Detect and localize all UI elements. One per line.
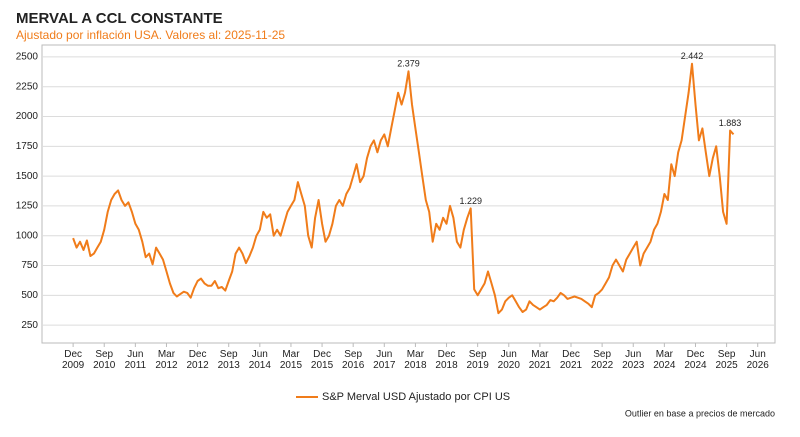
x-tick-label: Sep 2013 xyxy=(218,349,241,371)
x-tick-label: Mar 2015 xyxy=(280,349,303,371)
x-tick-label: Mar 2012 xyxy=(155,349,178,371)
x-tick-label: Sep 2019 xyxy=(467,349,490,371)
x-tick-label: Dec 2024 xyxy=(684,349,707,371)
y-tick-label: 1000 xyxy=(16,230,39,241)
x-tick-label: Sep 2016 xyxy=(342,349,365,371)
x-tick-label: Jun 2020 xyxy=(498,349,521,371)
annotation: 2.379 xyxy=(397,59,420,69)
plot-area xyxy=(41,44,776,344)
x-tick-label: Dec 2018 xyxy=(435,349,458,371)
chart-title: MERVAL A CCL CONSTANTE xyxy=(16,10,223,27)
x-tick-label: Dec 2012 xyxy=(186,349,209,371)
legend-label: S&P Merval USD Ajustado por CPI US xyxy=(322,391,510,403)
y-tick-label: 250 xyxy=(21,320,38,331)
x-tick-label: Mar 2024 xyxy=(653,349,676,371)
x-tick-label: Mar 2018 xyxy=(404,349,427,371)
x-tick-label: Sep 2022 xyxy=(591,349,614,371)
x-tick-label: Jun 2023 xyxy=(622,349,645,371)
x-tick-label: Jun 2011 xyxy=(125,349,147,371)
x-tick-label: Dec 2021 xyxy=(560,349,583,371)
footnote: Outlier en base a precios de mercado xyxy=(625,408,775,418)
x-tick-label: Jun 2026 xyxy=(747,349,770,371)
x-tick-label: Mar 2021 xyxy=(529,349,552,371)
x-tick-label: Sep 2010 xyxy=(93,349,116,371)
y-tick-label: 1750 xyxy=(16,141,39,152)
y-tick-label: 1250 xyxy=(16,201,39,212)
x-tick-label: Jun 2014 xyxy=(249,349,272,371)
y-tick-label: 1500 xyxy=(16,171,39,182)
y-tick-label: 500 xyxy=(21,290,38,301)
data-line xyxy=(72,62,735,315)
y-tick-label: 2250 xyxy=(16,81,39,92)
x-tick-label: Dec 2015 xyxy=(311,349,334,371)
x-tick-label: Dec 2009 xyxy=(62,349,85,371)
chart-subtitle: Ajustado por inflación USA. Valores al: … xyxy=(16,28,285,42)
y-tick-label: 750 xyxy=(21,260,38,271)
x-tick-label: Jun 2017 xyxy=(373,349,396,371)
annotation: 2.442 xyxy=(681,51,704,61)
y-tick-label: 2000 xyxy=(16,111,39,122)
annotation: 1.883 xyxy=(719,118,742,128)
y-tick-label: 2500 xyxy=(16,52,39,63)
annotation: 1.229 xyxy=(459,196,482,206)
x-tick-label: Sep 2025 xyxy=(715,349,738,371)
